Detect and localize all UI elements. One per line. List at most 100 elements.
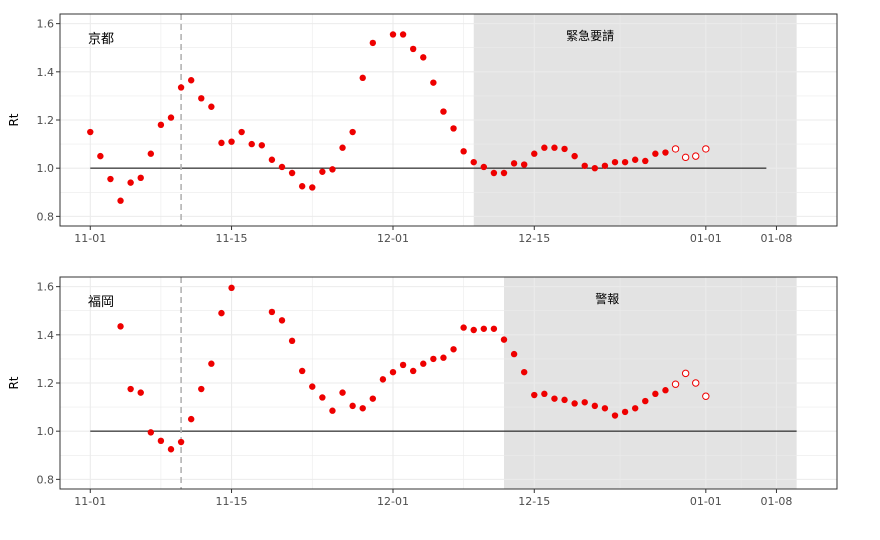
- data-point: [157, 437, 165, 445]
- data-point: [198, 385, 205, 393]
- y-tick-label: 1.6: [37, 18, 55, 31]
- data-point: [520, 161, 528, 168]
- data-point: [329, 166, 336, 173]
- y-tick-label: 1.2: [37, 114, 55, 127]
- data-point: [662, 149, 669, 156]
- x-tick-label: 12-01: [377, 232, 409, 245]
- data-point: [309, 383, 316, 390]
- data-point: [198, 95, 205, 102]
- data-point: [440, 354, 447, 361]
- data-point: [208, 103, 215, 110]
- data-point: [288, 169, 296, 177]
- data-point: [510, 350, 518, 358]
- data-point: [389, 31, 397, 38]
- data-point: [601, 405, 609, 412]
- data-point: [187, 77, 195, 84]
- data-point: [167, 114, 175, 121]
- data-point: [430, 79, 437, 86]
- x-tick-label: 01-01: [690, 232, 722, 245]
- data-points: [117, 284, 710, 453]
- data-point: [642, 157, 649, 165]
- x-tick-label: 01-08: [760, 232, 792, 245]
- data-point: [177, 84, 185, 91]
- data-point: [470, 158, 477, 166]
- data-point: [187, 415, 195, 423]
- x-axis: 11-01 11-15 12-01 12-15 01-01 01-08: [74, 489, 792, 508]
- data-point: [238, 128, 245, 136]
- data-point: [278, 163, 286, 171]
- data-point: [147, 150, 155, 157]
- data-point: [561, 396, 568, 404]
- data-point: [450, 125, 457, 132]
- data-point: [379, 376, 387, 383]
- y-tick-label: 1.4: [37, 66, 55, 79]
- data-point: [248, 140, 255, 148]
- y-axis: 0.8 1.0 1.2 1.4 1.6: [37, 281, 60, 486]
- data-point: [389, 368, 397, 376]
- y-tick-label: 1.6: [37, 281, 55, 294]
- data-point: [470, 326, 477, 334]
- y-axis-label: Rt: [7, 113, 21, 126]
- data-point: [450, 346, 457, 353]
- y-tick-label: 1.4: [37, 329, 55, 342]
- x-tick-label: 12-15: [518, 232, 550, 245]
- data-point: [107, 175, 114, 183]
- data-point: [541, 144, 548, 151]
- data-point: [177, 438, 185, 446]
- projected-data-point: [702, 392, 710, 400]
- data-point: [621, 408, 629, 416]
- data-point: [117, 197, 124, 204]
- x-axis: 11-01 11-15 12-01 12-15 01-01 01-08: [74, 226, 792, 245]
- x-tick-label: 12-15: [518, 495, 550, 508]
- data-point: [500, 169, 508, 177]
- data-point: [359, 74, 366, 82]
- data-point: [258, 142, 266, 149]
- panel-kyoto: 11-01 11-15 12-01 12-15 01-01 01-08 0.8 1.0 1.2…: [7, 13, 838, 245]
- data-point: [399, 31, 407, 38]
- data-point: [218, 309, 225, 317]
- data-point: [228, 138, 235, 145]
- data-point: [460, 324, 467, 331]
- data-point: [127, 385, 134, 393]
- data-point: [157, 121, 165, 129]
- data-point: [369, 39, 377, 47]
- data-point: [127, 179, 134, 186]
- data-point: [268, 156, 276, 163]
- data-point: [208, 360, 215, 367]
- data-point: [531, 150, 538, 157]
- data-point: [591, 164, 599, 172]
- data-point: [409, 367, 417, 375]
- data-point: [490, 325, 498, 332]
- data-point: [520, 368, 528, 376]
- data-point: [551, 144, 558, 151]
- projected-data-point: [692, 379, 700, 387]
- shade-label: 警報: [595, 291, 619, 306]
- data-point: [97, 152, 104, 160]
- data-point: [298, 183, 306, 190]
- data-point: [591, 402, 599, 410]
- data-point: [167, 446, 175, 453]
- data-point: [652, 390, 659, 398]
- data-point: [430, 355, 437, 363]
- data-point: [278, 317, 286, 324]
- projected-data-point: [671, 380, 680, 388]
- y-tick-label: 1.0: [37, 162, 55, 175]
- data-point: [117, 323, 124, 330]
- panel-label: 福岡: [88, 295, 114, 310]
- data-point: [399, 361, 407, 369]
- y-axis: 0.8 1.0 1.2 1.4 1.6: [37, 18, 60, 223]
- y-tick-label: 0.8: [37, 210, 55, 223]
- shade-label: 緊急要請: [566, 28, 614, 43]
- data-point: [652, 150, 659, 157]
- y-tick-label: 1.0: [37, 425, 55, 438]
- y-tick-label: 1.2: [37, 377, 55, 390]
- data-point: [228, 284, 235, 292]
- data-point: [480, 325, 488, 332]
- data-point: [440, 108, 447, 115]
- data-point: [510, 160, 518, 167]
- data-point: [339, 389, 346, 396]
- data-point: [490, 169, 498, 177]
- data-point: [611, 158, 619, 166]
- data-point: [531, 391, 538, 399]
